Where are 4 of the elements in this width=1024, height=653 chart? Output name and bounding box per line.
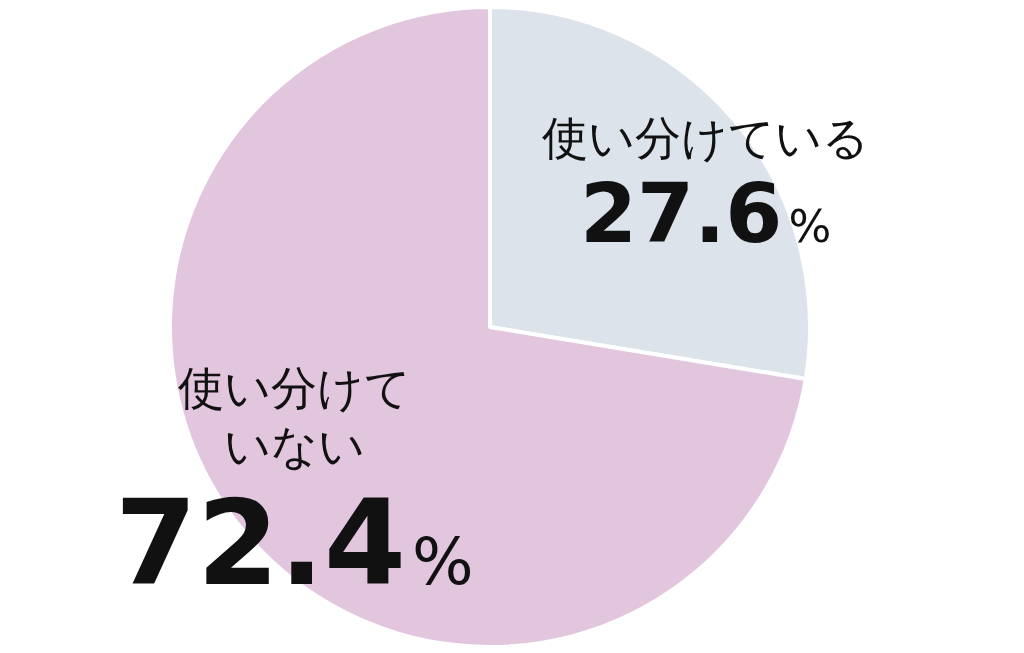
data-label: 72.4% — [115, 475, 474, 613]
slice-label: 使い分けていない — [177, 361, 411, 474]
data-label: 27.6% — [579, 165, 832, 261]
slice-label: 使い分けている — [542, 110, 870, 165]
